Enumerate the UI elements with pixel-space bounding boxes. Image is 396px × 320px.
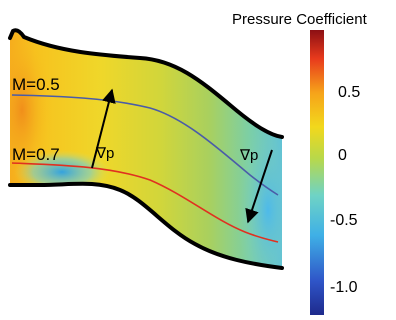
pressure-gradient-arrow-left (91, 88, 116, 169)
colorbar-tick-label: -1.0 (330, 279, 358, 296)
colorbar (310, 30, 324, 315)
colorbar-tick-label: 0 (338, 147, 347, 164)
streamline-m05 (11, 94, 279, 196)
pressure-gradient-label-left: ∇p (95, 145, 114, 162)
streamline-label-m05: M=0.5 (12, 75, 60, 94)
duct-lower-wall (8, 181, 284, 270)
streamline-m07 (11, 162, 279, 243)
colorbar-tick-label: -0.5 (330, 212, 358, 229)
pressure-gradient-arrow-right (245, 149, 273, 224)
pressure-gradient-label-right: ∇p (239, 147, 258, 164)
duct-upper-wall (8, 28, 284, 139)
streamline-label-m07: M=0.7 (12, 145, 60, 164)
colorbar-title: Pressure Coefficient (232, 11, 368, 28)
colorbar-tick-label: 0.5 (338, 84, 360, 101)
